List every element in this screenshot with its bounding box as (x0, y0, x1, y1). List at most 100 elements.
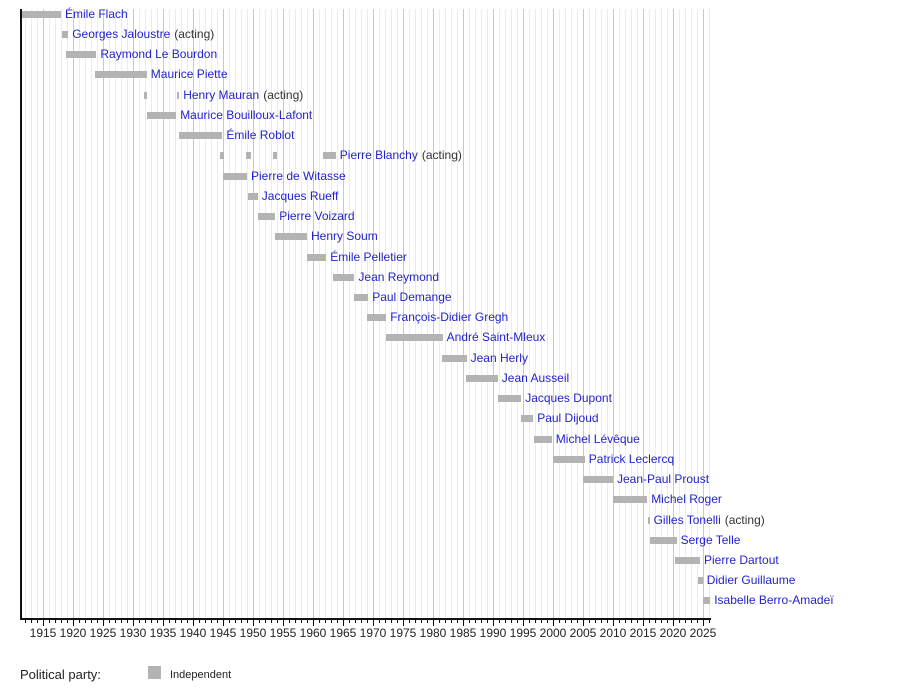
minister-name-link[interactable]: Raymond Le Bourdon (100, 47, 218, 62)
axis-tick-minor (199, 620, 200, 623)
axis-tick-minor (577, 620, 578, 623)
term-bar (66, 51, 97, 59)
grid-line-minor (97, 9, 98, 618)
grid-line-minor (121, 9, 122, 618)
minister-name-link[interactable]: Jean Herly (470, 350, 528, 365)
axis-tick-minor (175, 620, 176, 623)
axis-tick-label: 1945 (209, 626, 237, 640)
minister-row-label: Paul Dijoud (537, 411, 598, 426)
x-axis-line (20, 618, 711, 620)
grid-line-minor (181, 9, 182, 618)
axis-tick-minor (145, 620, 146, 623)
minister-name-link[interactable]: Patrick Leclercq (588, 451, 675, 466)
grid-line-major (103, 9, 104, 618)
minister-name-link[interactable]: Émile Flach (65, 6, 128, 21)
grid-line-minor (361, 9, 362, 618)
axis-tick-minor (625, 620, 626, 623)
term-bar (143, 91, 148, 99)
minister-name-link[interactable]: Paul Dijoud (537, 411, 599, 426)
axis-tick-minor (367, 620, 368, 623)
axis-tick-minor (679, 620, 680, 623)
minister-name-link[interactable]: Pierre de Witasse (251, 168, 346, 183)
axis-tick-label: 1925 (89, 626, 117, 640)
axis-tick-minor (637, 620, 638, 623)
axis-tick-minor (631, 620, 632, 623)
grid-line-minor (349, 9, 350, 618)
grid-line-major (163, 9, 164, 618)
grid-line-minor (151, 9, 152, 618)
minister-name-link[interactable]: Michel Roger (651, 492, 722, 507)
grid-line-minor (319, 9, 320, 618)
term-bar (583, 476, 613, 483)
axis-tick-label: 1940 (179, 626, 207, 640)
minister-name-link[interactable]: Isabelle Berro-Amadeï (714, 593, 834, 608)
axis-tick-major (133, 620, 134, 626)
minister-name-link[interactable]: Serge Telle (680, 532, 741, 547)
axis-tick-minor (445, 620, 446, 623)
axis-tick-minor (25, 620, 26, 623)
minister-name-link[interactable]: Jean Ausseil (501, 370, 570, 385)
grid-line-minor (331, 9, 332, 618)
axis-tick-major (673, 620, 674, 626)
minister-name-link[interactable]: Émile Pelletier (330, 249, 407, 264)
minister-name-link[interactable]: Paul Demange (372, 289, 452, 304)
axis-tick-minor (559, 620, 560, 623)
minister-name-link[interactable]: Pierre Dartout (704, 552, 779, 567)
axis-tick-minor (37, 620, 38, 623)
grid-line-minor (655, 9, 656, 618)
term-bar (466, 374, 498, 382)
grid-line-minor (31, 9, 32, 618)
grid-line-minor (367, 9, 368, 618)
axis-tick-minor (529, 620, 530, 623)
term-bar (674, 556, 700, 564)
axis-tick-minor (511, 620, 512, 623)
minister-row-label: Patrick Leclercq (589, 452, 674, 467)
minister-name-link[interactable]: Jacques Rueff (261, 188, 339, 203)
grid-line-minor (271, 9, 272, 618)
minister-name-link[interactable]: Jean Reymond (358, 269, 440, 284)
minister-name-link[interactable]: Henry Soum (311, 229, 378, 244)
axis-tick-minor (61, 620, 62, 623)
axis-tick-major (73, 620, 74, 626)
minister-name-link[interactable]: Gilles Tonelli (653, 512, 721, 527)
minister-row-label: Isabelle Berro-Amadeï (714, 593, 833, 608)
axis-tick-major (643, 620, 644, 626)
term-bar (698, 577, 703, 585)
minister-name-link[interactable]: Didier Guillaume (706, 573, 796, 588)
acting-suffix: (acting) (263, 87, 304, 102)
grid-line-minor (397, 9, 398, 618)
grid-line-minor (385, 9, 386, 618)
minister-name-link[interactable]: André Saint-Mleux (446, 330, 546, 345)
minister-name-link[interactable]: François-Didier Gregh (390, 310, 509, 325)
axis-tick-major (523, 620, 524, 626)
minister-name-link[interactable]: Jean-Paul Proust (617, 472, 710, 486)
minister-name-link[interactable]: Pierre Voizard (279, 209, 355, 223)
minister-name-link[interactable]: Émile Roblot (226, 128, 295, 143)
axis-tick-major (163, 620, 164, 626)
axis-tick-minor (331, 620, 332, 623)
grid-line-minor (589, 9, 590, 618)
grid-line-major (643, 9, 644, 618)
axis-tick-minor (709, 620, 710, 623)
grid-line-minor (661, 9, 662, 618)
minister-name-link[interactable]: Georges Jaloustre (72, 26, 171, 41)
axis-tick-minor (115, 620, 116, 623)
term-bar (22, 10, 61, 18)
axis-tick-minor (235, 620, 236, 623)
minister-name-link[interactable]: Maurice Piette (150, 67, 228, 82)
axis-tick-minor (151, 620, 152, 623)
minister-name-link[interactable]: Maurice Bouilloux-Lafont (180, 107, 313, 122)
minister-name-link[interactable]: Pierre Blanchy (339, 148, 418, 163)
axis-tick-major (553, 620, 554, 626)
axis-tick-minor (469, 620, 470, 623)
grid-line-minor (511, 9, 512, 618)
minister-name-link[interactable]: Jacques Dupont (525, 391, 612, 406)
minister-row-label: Émile Pelletier (330, 250, 407, 265)
acting-suffix: (acting) (421, 148, 462, 163)
minister-name-link[interactable]: Henry Mauran (183, 87, 260, 102)
minister-name-link[interactable]: Michel Lévêque (555, 431, 640, 446)
axis-tick-minor (427, 620, 428, 623)
minister-row-label: Pierre de Witasse (251, 169, 346, 184)
minister-row-label: Raymond Le Bourdon (100, 47, 217, 62)
